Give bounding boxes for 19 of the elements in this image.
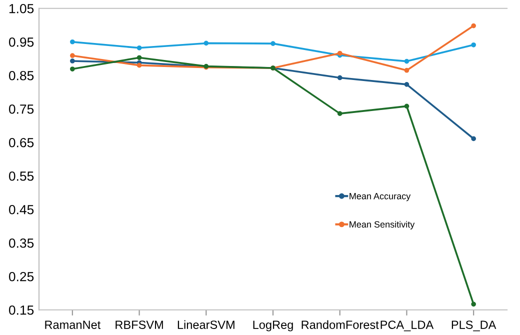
x-tick-label: RandomForest: [302, 320, 379, 329]
y-tick-label: 0.95: [8, 37, 34, 47]
legend-label: Mean Sensitivity: [350, 220, 415, 230]
x-tick-label: RBFSVM: [116, 320, 163, 329]
y-tick-label: 0.15: [8, 305, 34, 315]
y-tick-label: 0.65: [8, 138, 34, 148]
y-tick-label: 0.75: [8, 104, 34, 114]
x-tick-label: LogReg: [253, 320, 293, 332]
x-tick-label: RamanNet: [45, 320, 101, 329]
x-tick-label: PLS_DA: [452, 320, 496, 332]
x-tick-label: PCA_LDA: [380, 320, 434, 332]
x-tick-label: LinearSVM: [178, 320, 234, 329]
y-tick-label: 0.85: [8, 70, 34, 80]
y-tick-label: 0.35: [8, 238, 34, 248]
y-tick-label: 1.05: [9, 4, 34, 14]
y-tick-label: 0.55: [8, 171, 34, 181]
y-tick-label: 0.45: [8, 204, 34, 214]
legend-label: Mean Accuracy: [350, 193, 411, 202]
y-tick-label: 0.25: [8, 272, 34, 282]
